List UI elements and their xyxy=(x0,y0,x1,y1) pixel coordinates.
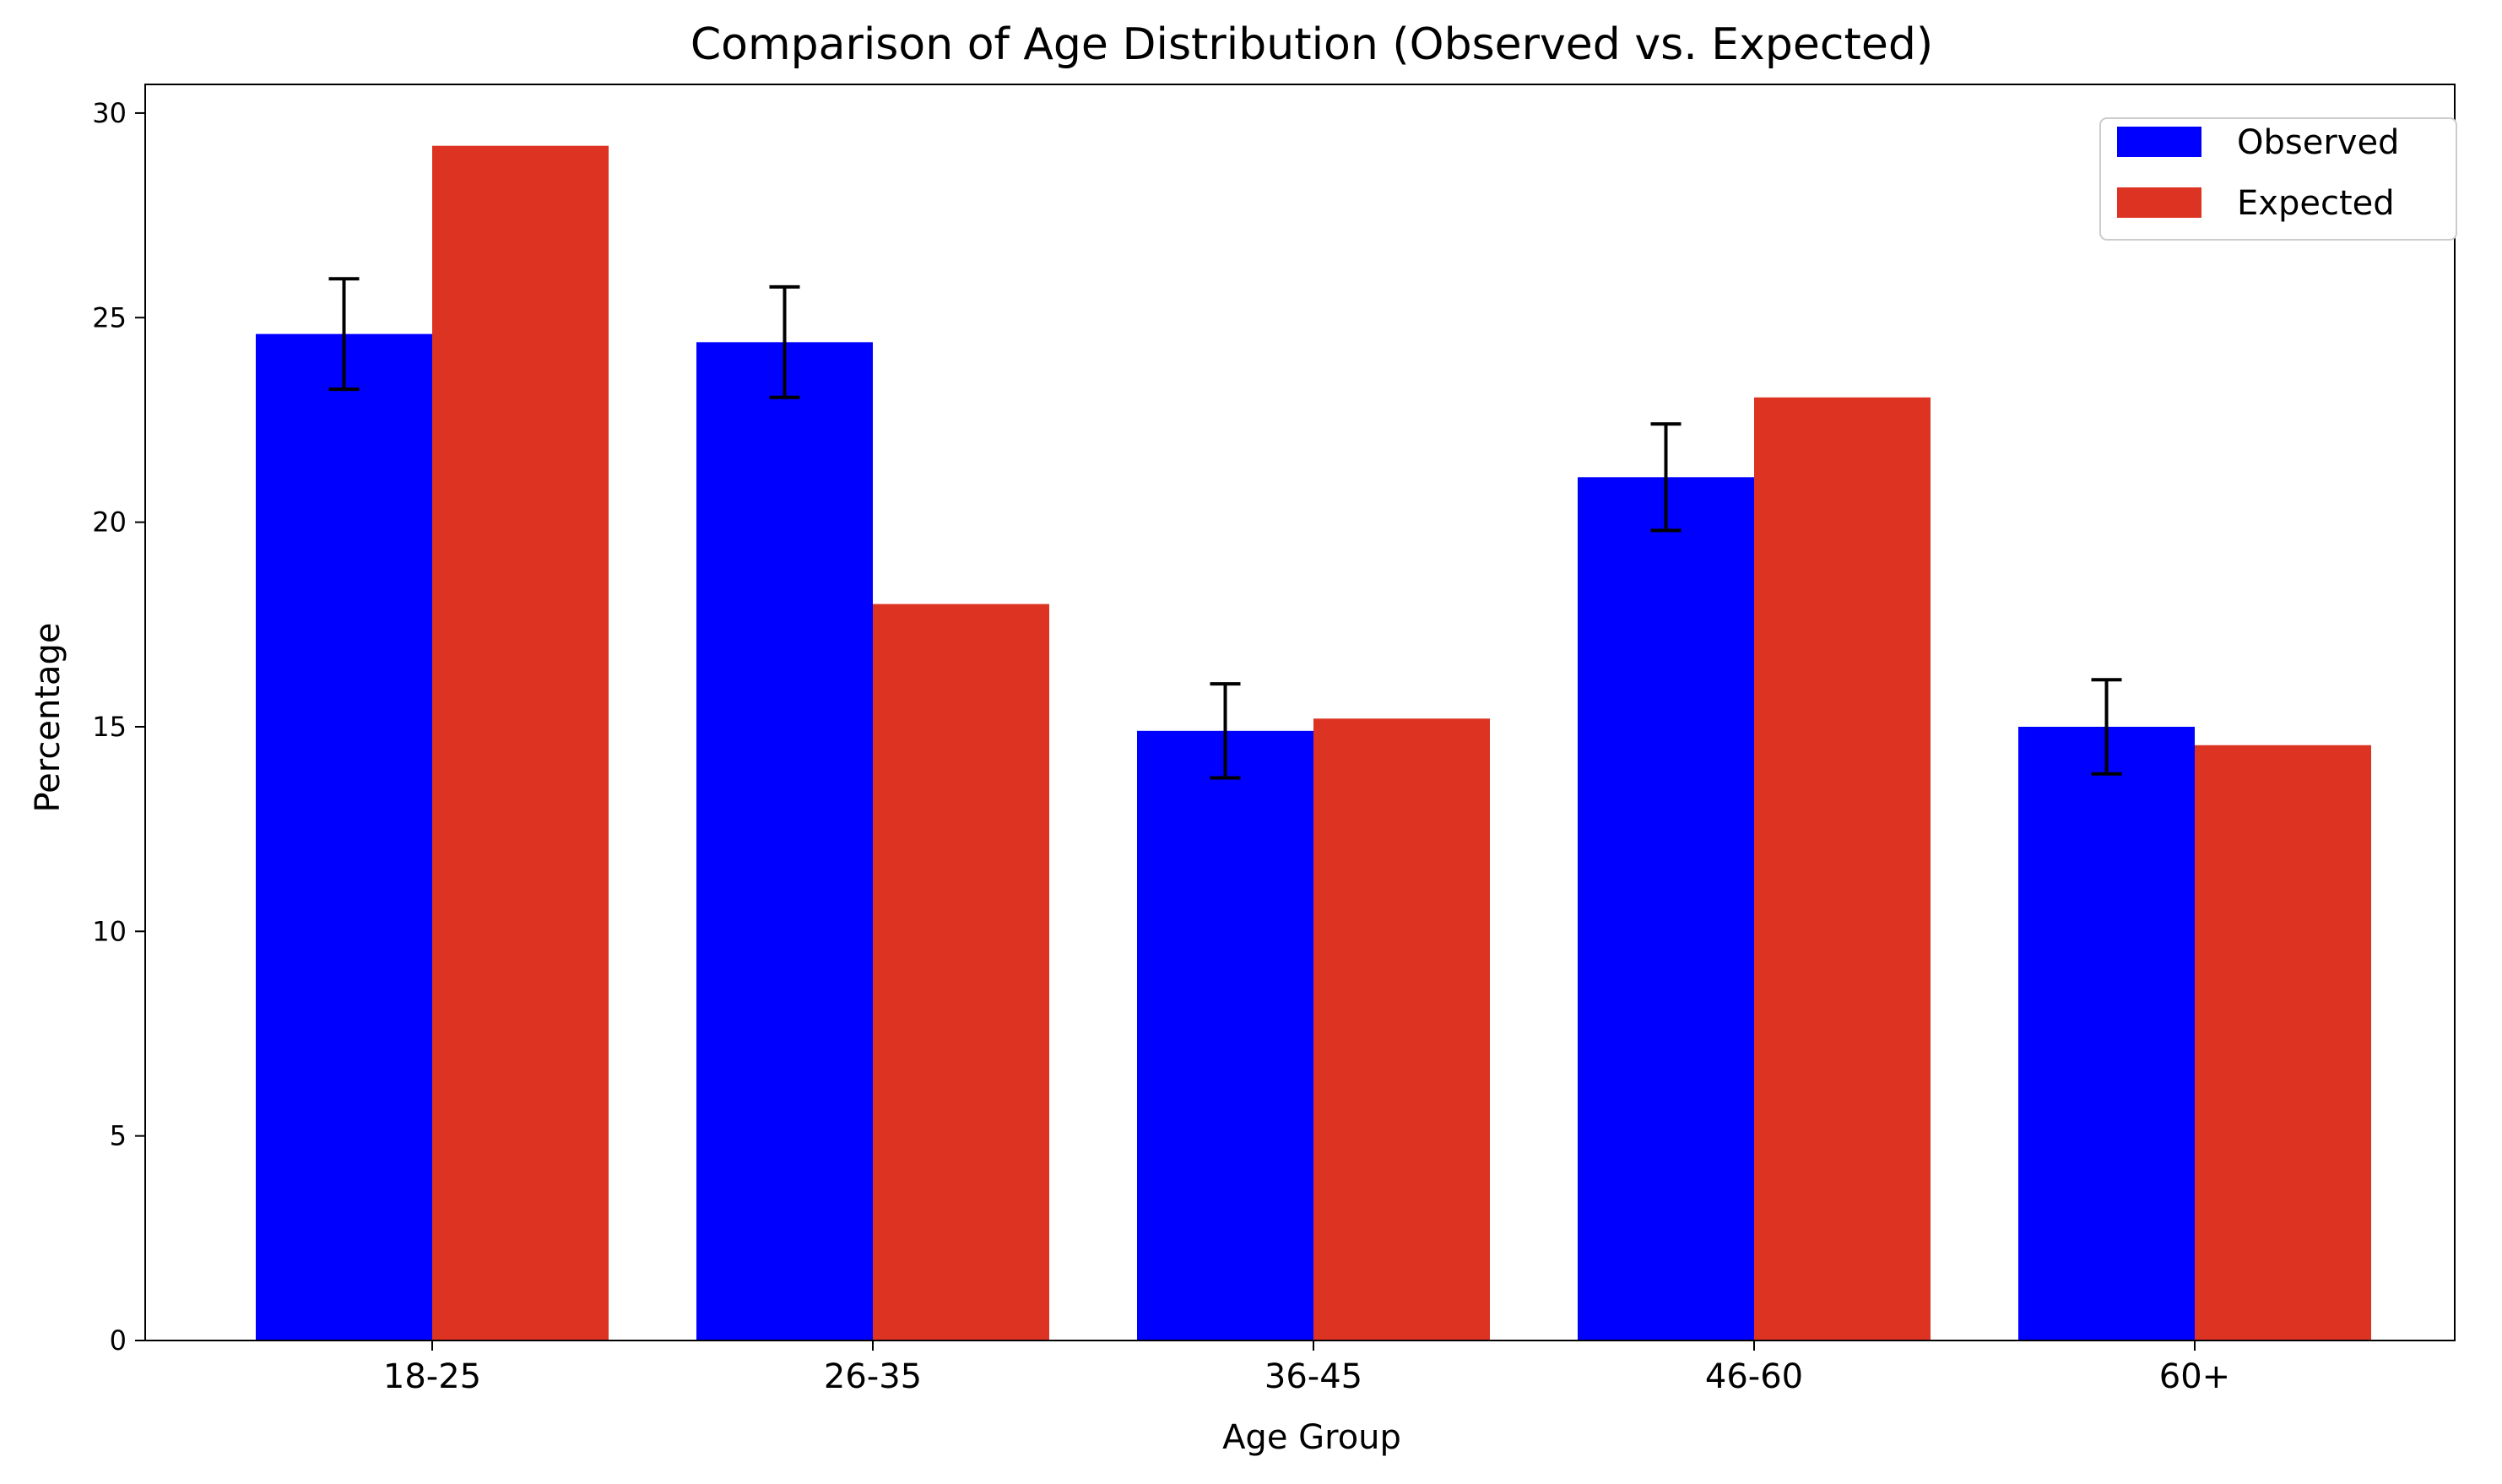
x-tick-label-46-60: 46-60 xyxy=(1705,1357,1803,1396)
legend: Observed Expected xyxy=(2099,117,2457,241)
x-tick-label-60+: 60+ xyxy=(2159,1357,2230,1396)
bar-observed-36-45 xyxy=(1137,730,1313,1340)
bar-expected-60+ xyxy=(2195,745,2371,1340)
bar-observed-60+ xyxy=(2018,726,2195,1340)
bar-expected-46-60 xyxy=(1754,397,1931,1340)
legend-label-observed: Observed xyxy=(2237,123,2399,162)
y-tick-label-20: 20 xyxy=(92,506,127,539)
x-tick-label-36-45: 36-45 xyxy=(1265,1357,1362,1396)
bar-observed-46-60 xyxy=(1578,477,1754,1340)
bar-expected-18-25 xyxy=(432,145,609,1340)
y-tick-label-10: 10 xyxy=(92,915,127,947)
x-axis-ticks: 18-25 26-35 36-45 46-60 60+ xyxy=(383,1340,2230,1396)
x-tick-label-18-25: 18-25 xyxy=(383,1357,481,1396)
y-tick-label-15: 15 xyxy=(92,711,127,743)
error-bars-layer xyxy=(328,277,2122,780)
bar-expected-36-45 xyxy=(1313,718,1490,1340)
y-tick-label-30: 30 xyxy=(92,97,127,129)
legend-label-expected: Expected xyxy=(2237,184,2395,223)
bar-observed-26-35 xyxy=(696,342,873,1341)
y-axis-ticks: 0 5 10 15 20 25 30 xyxy=(92,97,145,1357)
y-tick-label-0: 0 xyxy=(110,1324,127,1357)
legend-swatch-expected xyxy=(2117,187,2201,218)
chart-title: Comparison of Age Distribution (Observed… xyxy=(690,19,1933,70)
y-tick-label-5: 5 xyxy=(110,1120,127,1152)
y-axis-label: Percentage xyxy=(29,622,68,812)
bar-expected-26-35 xyxy=(873,604,1049,1340)
x-tick-label-26-35: 26-35 xyxy=(824,1357,922,1396)
y-tick-label-25: 25 xyxy=(92,301,127,333)
plot-frame xyxy=(144,84,2456,1341)
bars-layer xyxy=(256,145,2371,1341)
x-axis-label: Age Group xyxy=(1222,1418,1401,1457)
bar-observed-18-25 xyxy=(256,333,432,1340)
legend-swatch-observed xyxy=(2117,127,2201,157)
